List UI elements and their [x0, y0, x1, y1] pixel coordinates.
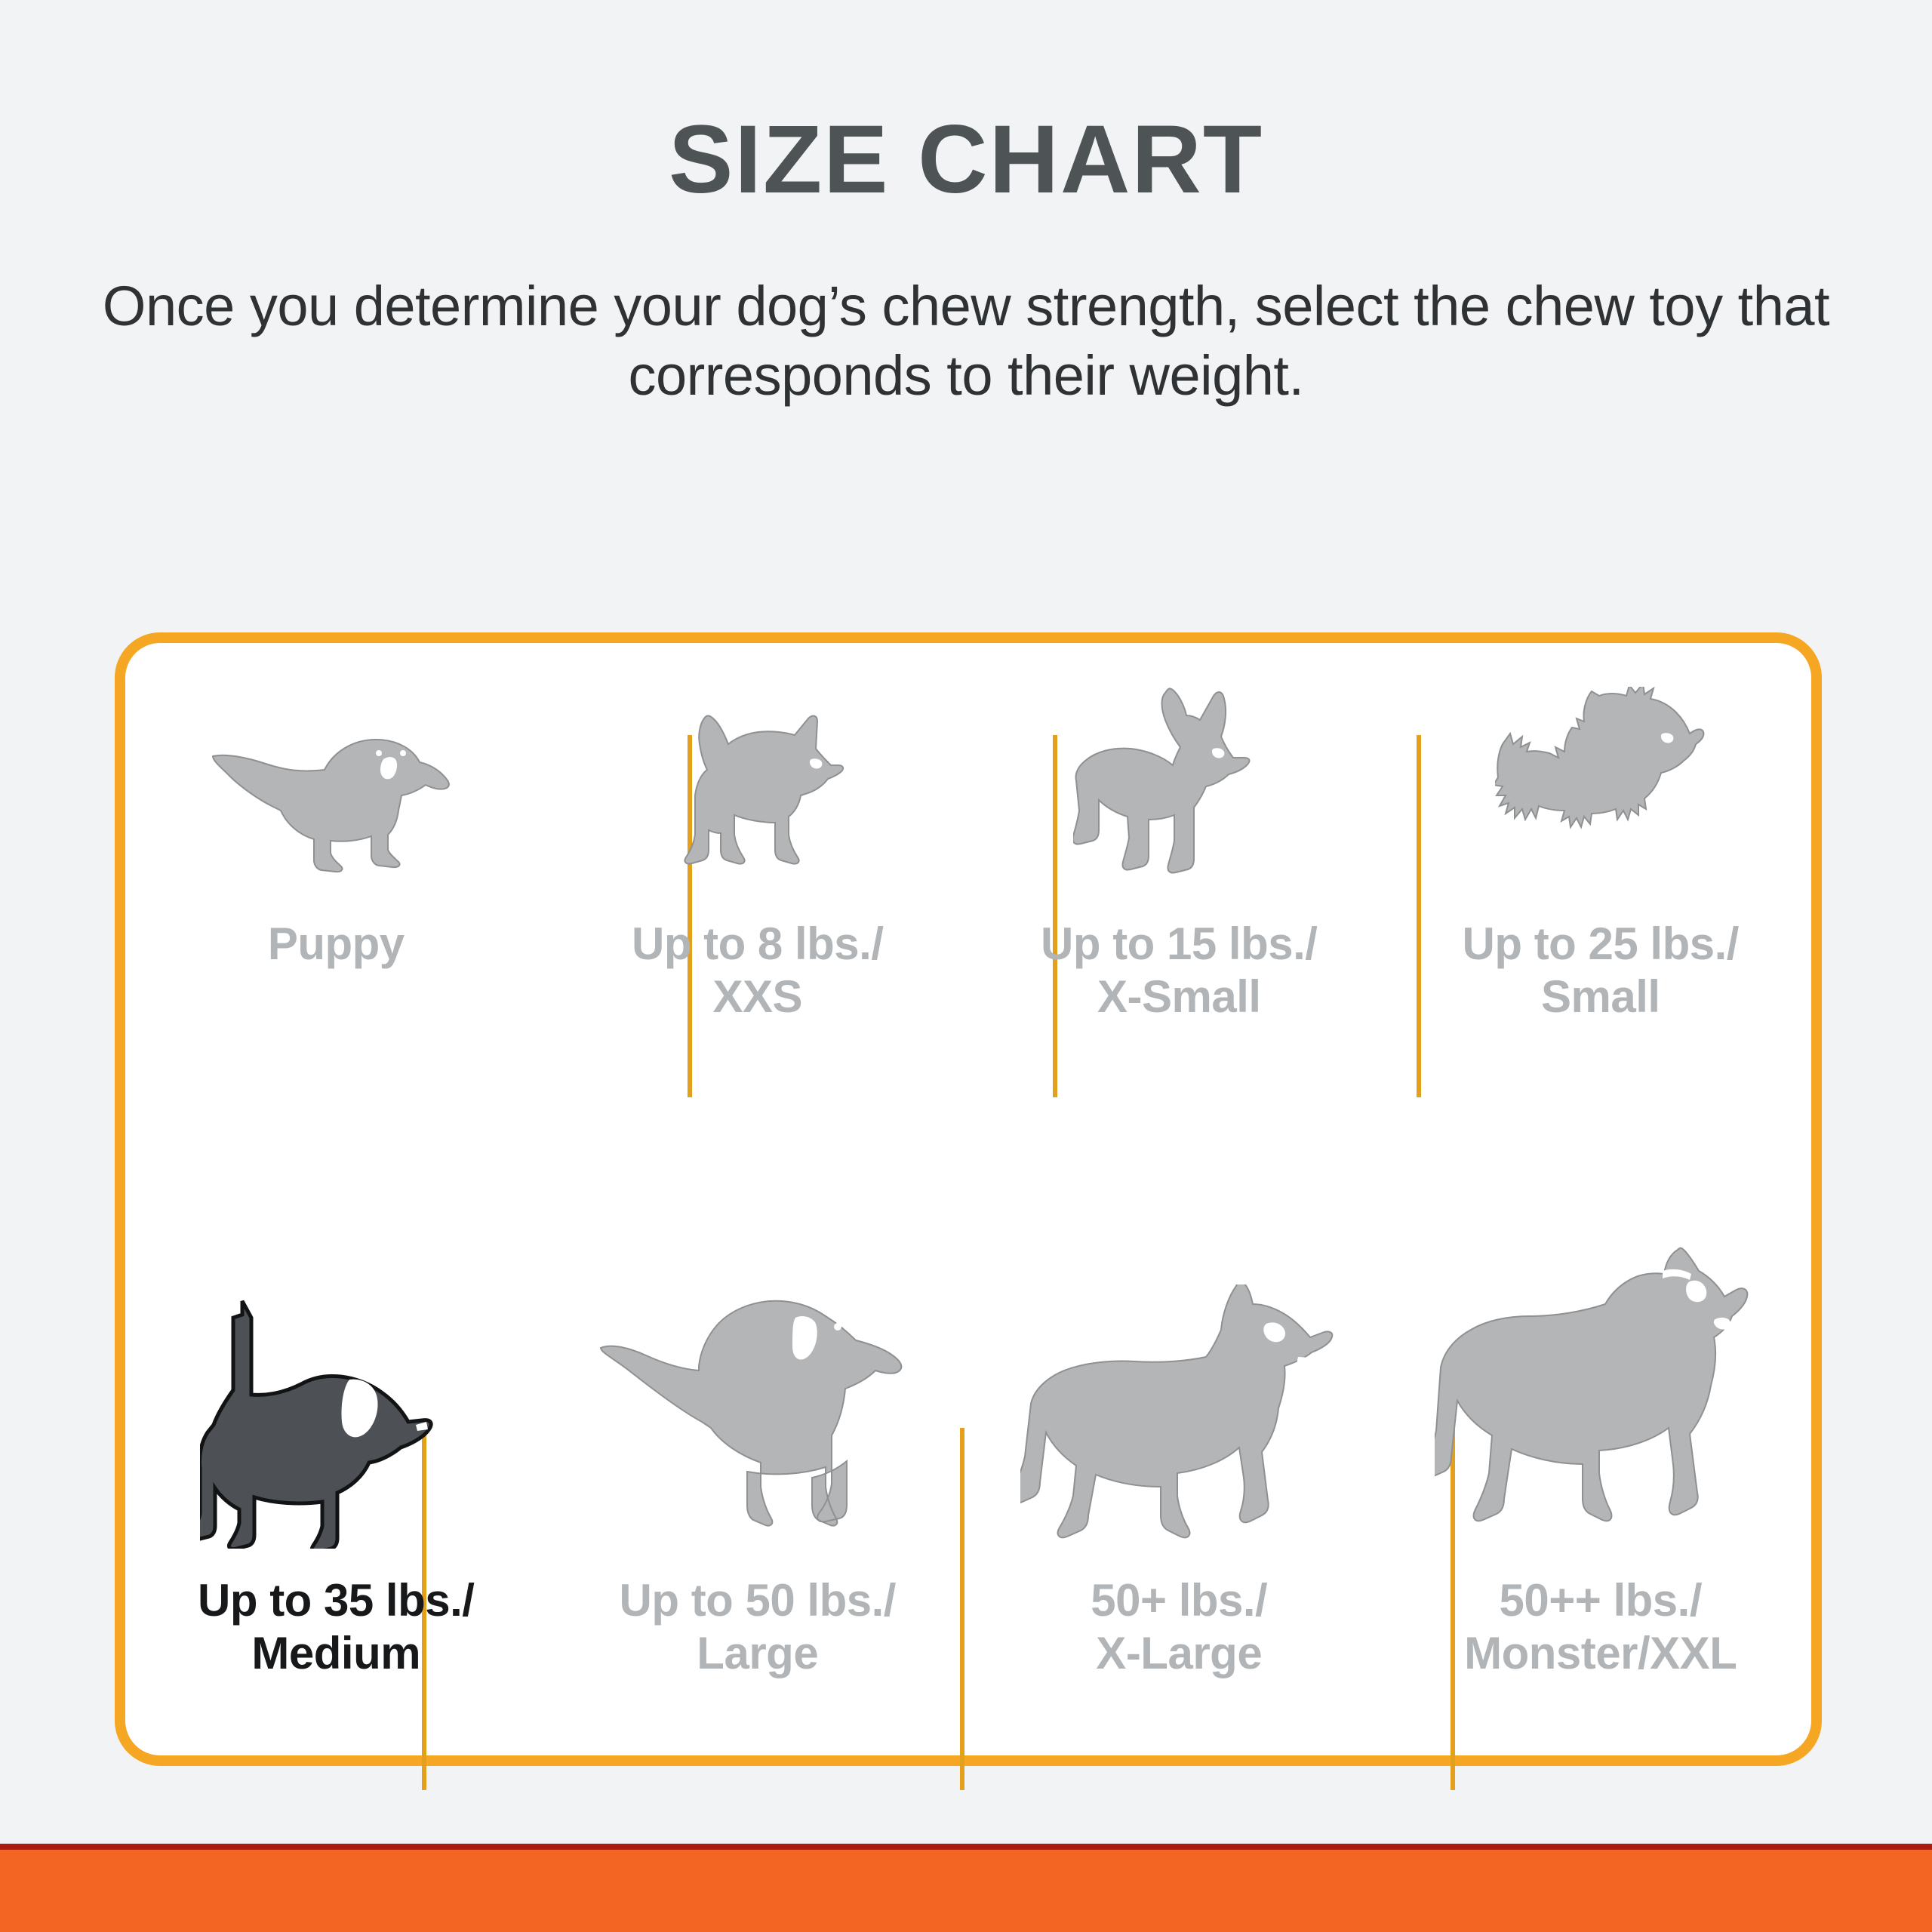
- size-cell-medium[interactable]: Up to 35 lbs./ Medium: [125, 1201, 547, 1752]
- german-shepherd-dog-icon: [968, 1201, 1390, 1549]
- page-subtitle: Once you determine your dog’s chew stren…: [102, 275, 1830, 407]
- size-label-line1: Up to 25 lbs./: [1462, 918, 1740, 969]
- column-divider: [1052, 735, 1057, 1097]
- size-cell-monster-xxl[interactable]: 50++ lbs./ Monster/XXL: [1390, 1201, 1812, 1752]
- size-cell-small[interactable]: Up to 25 lbs./ Small: [1390, 657, 1812, 1185]
- size-label-line1: Up to 50 lbs./: [619, 1575, 897, 1626]
- yorkie-dog-icon: [1390, 657, 1812, 883]
- size-cell-xxs[interactable]: Up to 8 lbs./ XXS: [547, 657, 969, 1185]
- size-chart-row-1: Puppy Up to 8 lbs./ XXS: [125, 657, 1811, 1185]
- size-label-line2: Large: [697, 1627, 819, 1678]
- size-cell-label: Up to 50 lbs./ Large: [612, 1574, 903, 1679]
- size-chart-grid: Puppy Up to 8 lbs./ XXS: [125, 643, 1812, 1790]
- size-cell-large[interactable]: Up to 50 lbs./ Large: [547, 1201, 969, 1752]
- size-label-line1: Up to 8 lbs./: [631, 918, 884, 969]
- size-cell-label: Puppy: [260, 918, 412, 971]
- size-label-line1: Up to 15 lbs./: [1041, 918, 1318, 969]
- size-cell-label: Up to 25 lbs./ Small: [1455, 918, 1746, 1023]
- column-divider: [1450, 1428, 1455, 1790]
- size-label-line1: 50++ lbs./: [1499, 1575, 1702, 1626]
- size-label-line1: Up to 35 lbs./: [198, 1575, 475, 1626]
- size-label-line2: XXS: [712, 971, 803, 1022]
- size-label-line2: Small: [1540, 971, 1660, 1022]
- size-cell-label: Up to 8 lbs./ XXS: [624, 918, 891, 1023]
- size-cell-label: Up to 35 lbs./ Medium: [190, 1574, 481, 1679]
- footer-bar: [0, 1850, 1932, 1932]
- size-label-line2: Monster/XXL: [1464, 1627, 1737, 1678]
- size-cell-label: 50++ lbs./ Monster/XXL: [1457, 1574, 1744, 1679]
- column-divider: [687, 735, 692, 1097]
- size-chart-row-2: Up to 35 lbs./ Medium Up to 50 lbs./ Lar…: [125, 1201, 1812, 1790]
- column-divider: [1417, 735, 1422, 1097]
- column-divider: [959, 1428, 964, 1790]
- page-header: SIZE CHART Once you determine your dog’s…: [0, 0, 1932, 411]
- min-pin-dog-icon: [968, 657, 1390, 883]
- size-label-line2: Medium: [251, 1627, 421, 1678]
- size-cell-xlarge[interactable]: 50+ lbs./ X-Large: [968, 1201, 1390, 1752]
- size-label-line1: Puppy: [267, 918, 405, 969]
- chihuahua-dog-icon: [547, 657, 969, 883]
- footer-rule: [0, 1844, 1932, 1850]
- great-dane-dog-icon: [1390, 1201, 1812, 1549]
- beagle-dog-icon: [125, 1201, 547, 1549]
- size-label-line1: 50+ lbs./: [1091, 1575, 1268, 1626]
- size-cell-label: 50+ lbs./ X-Large: [1083, 1574, 1275, 1679]
- size-label-line2: X-Large: [1096, 1627, 1263, 1678]
- size-cell-label: Up to 15 lbs./ X-Small: [1033, 918, 1324, 1023]
- size-chart-card: Puppy Up to 8 lbs./ XXS: [115, 632, 1822, 1790]
- size-cell-xsmall[interactable]: Up to 15 lbs./ X-Small: [968, 657, 1390, 1185]
- size-label-line2: X-Small: [1097, 971, 1261, 1022]
- size-cell-puppy[interactable]: Puppy: [125, 657, 547, 1185]
- column-divider: [422, 1428, 427, 1790]
- puppy-dog-icon: [125, 657, 547, 883]
- page-title: SIZE CHART: [669, 106, 1263, 214]
- labrador-dog-icon: [547, 1201, 969, 1549]
